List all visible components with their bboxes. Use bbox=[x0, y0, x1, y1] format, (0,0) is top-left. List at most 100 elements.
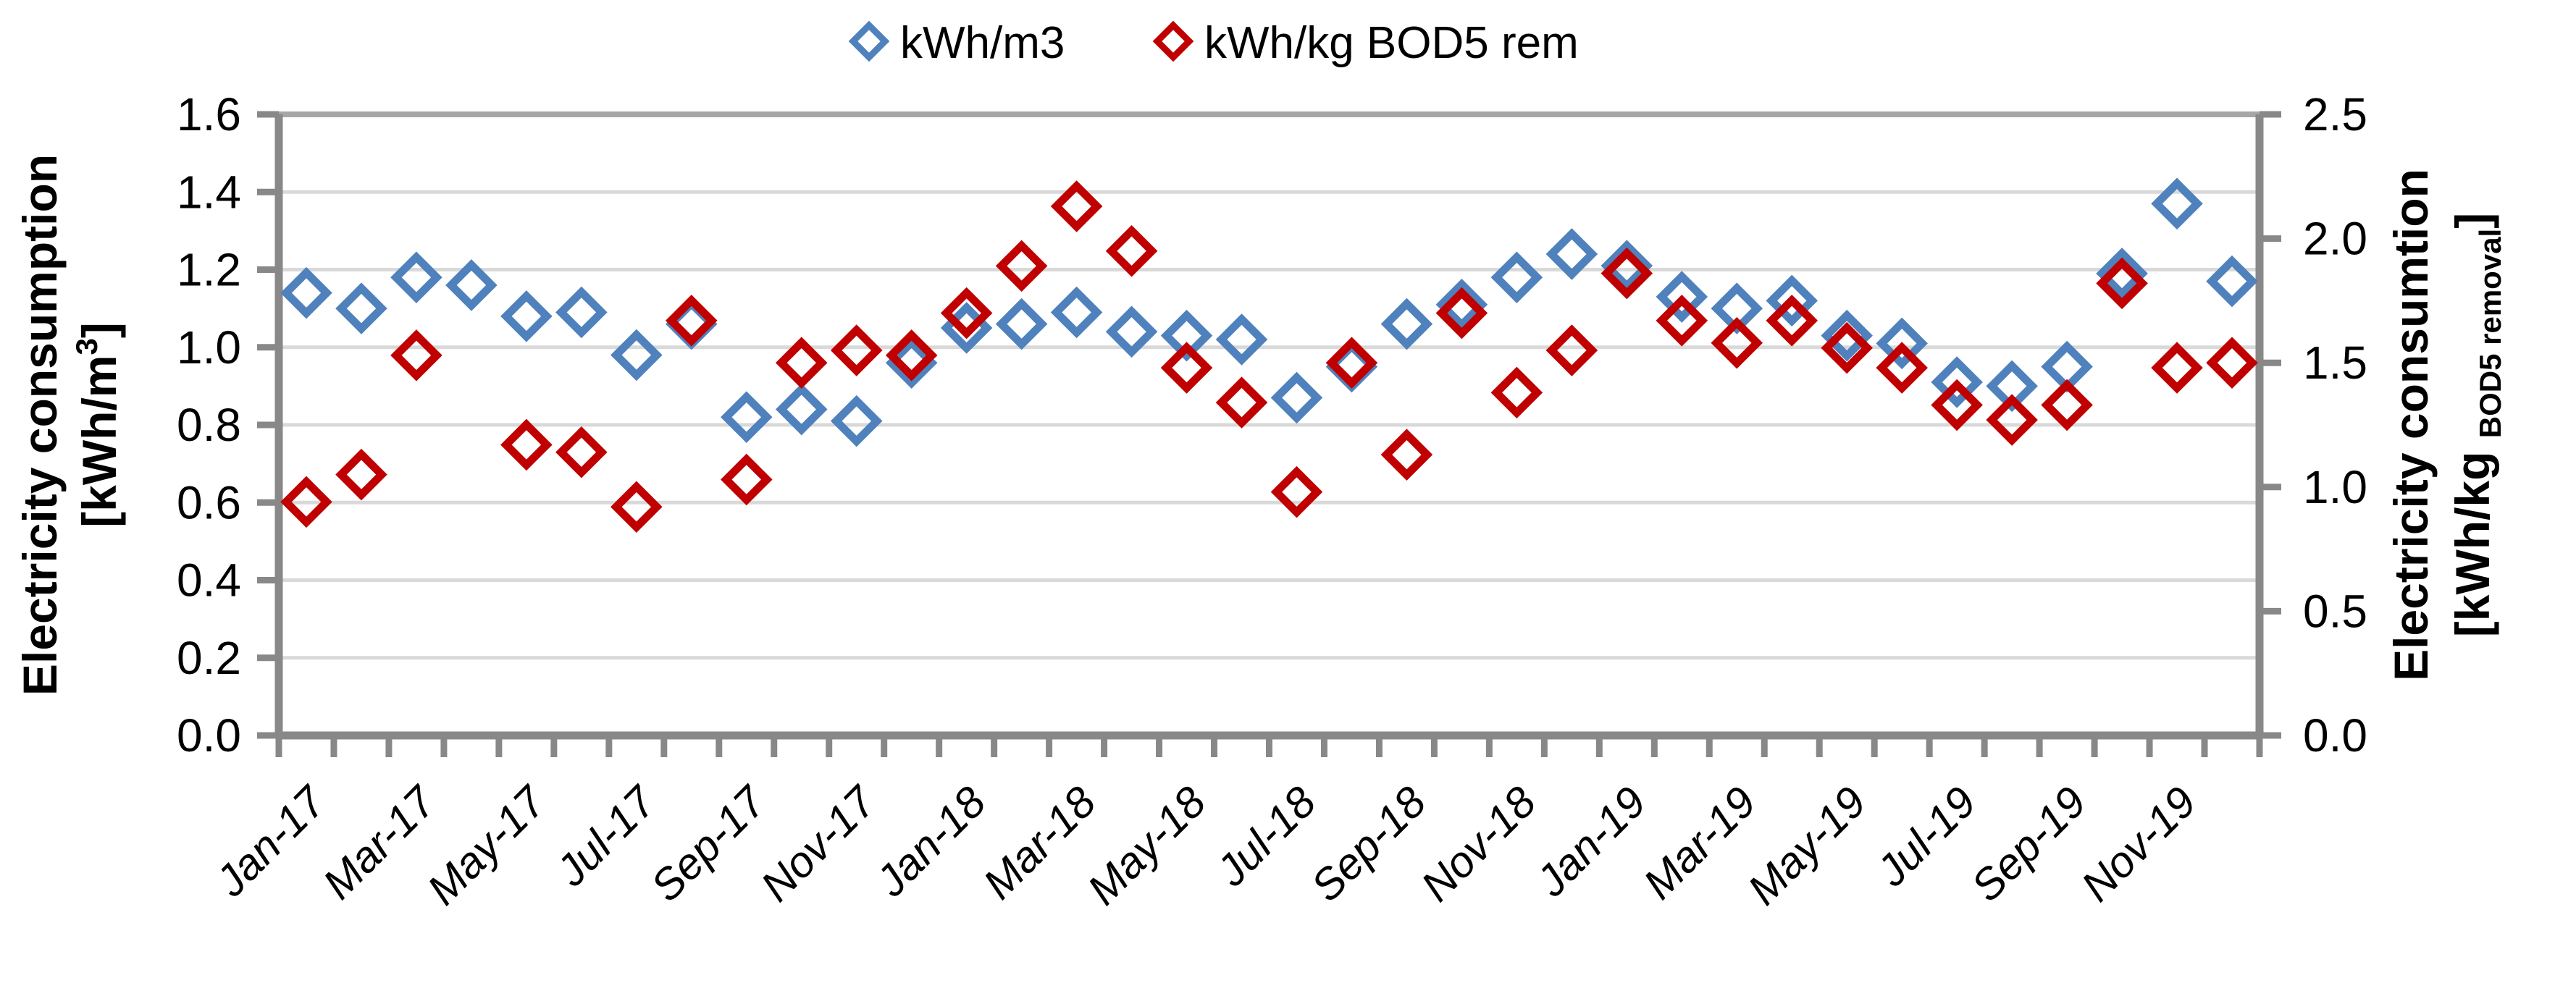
data-point-kwh-m3 bbox=[1656, 271, 1708, 323]
data-point-kwh-m3 bbox=[1435, 278, 1488, 331]
right-axis-tick-label: 0.0 bbox=[2303, 709, 2367, 761]
data-point-kwh-kg-bod5 bbox=[666, 295, 718, 347]
data-point-kwh-kg-bod5 bbox=[1270, 465, 1323, 518]
data-point-kwh-kg-bod5 bbox=[1876, 342, 1928, 394]
data-point-kwh-kg-bod5 bbox=[1325, 337, 1378, 389]
x-axis-tick-label: Sep-18 bbox=[1301, 777, 1435, 911]
x-axis-tick-label: May-17 bbox=[418, 776, 556, 914]
data-point-kwh-kg-bod5 bbox=[500, 418, 553, 471]
data-point-kwh-m3 bbox=[720, 391, 773, 444]
data-point-kwh-m3 bbox=[555, 286, 608, 339]
data-point-kwh-m3 bbox=[830, 395, 883, 447]
left-axis-title-line1: Electricity consumption bbox=[13, 154, 67, 696]
left-axis-tick-label: 0.6 bbox=[177, 476, 241, 528]
data-point-kwh-m3 bbox=[2096, 248, 2148, 300]
data-point-kwh-kg-bod5 bbox=[2151, 342, 2203, 394]
data-point-kwh-m3 bbox=[611, 329, 663, 381]
data-point-kwh-m3 bbox=[1380, 298, 1433, 350]
data-point-kwh-m3 bbox=[445, 259, 498, 311]
data-point-kwh-kg-bod5 bbox=[390, 329, 442, 381]
legend-label-kwh-m3: kWh/m3 bbox=[900, 18, 1065, 68]
x-axis-tick-label: Jan-19 bbox=[1527, 777, 1656, 906]
data-point-kwh-kg-bod5 bbox=[2206, 337, 2258, 389]
right-axis-tick-label: 2.5 bbox=[2303, 88, 2367, 140]
data-point-kwh-m3 bbox=[280, 266, 332, 319]
gridlines-layer bbox=[279, 190, 2260, 660]
right-axis-tick-label: 1.0 bbox=[2303, 461, 2367, 513]
left-axis-title-line2: [kWh/m3] bbox=[70, 322, 126, 528]
x-axis-tick-label: Nov-18 bbox=[1411, 777, 1545, 911]
data-point-kwh-m3 bbox=[1105, 305, 1158, 358]
data-point-kwh-m3 bbox=[1931, 356, 1983, 408]
left-axis-tick-label: 0.8 bbox=[177, 399, 241, 451]
data-point-kwh-kg-bod5 bbox=[1766, 295, 1818, 347]
data-point-kwh-kg-bod5 bbox=[1050, 180, 1103, 232]
right-axis-tick-label: 0.5 bbox=[2303, 585, 2367, 637]
x-axis-tick-label: May-19 bbox=[1739, 777, 1876, 914]
data-point-kwh-m3 bbox=[1876, 317, 1928, 370]
data-point-kwh-kg-bod5 bbox=[1711, 316, 1763, 369]
data-point-kwh-m3 bbox=[1270, 371, 1323, 424]
data-point-kwh-m3 bbox=[1821, 309, 1873, 362]
data-point-kwh-kg-bod5 bbox=[1215, 376, 1268, 429]
data-point-kwh-kg-bod5 bbox=[1105, 224, 1158, 277]
left-axis-tick-label: 0.0 bbox=[177, 709, 241, 761]
data-point-kwh-kg-bod5 bbox=[940, 287, 993, 339]
left-axis-tick-label: 0.4 bbox=[177, 554, 241, 607]
data-point-kwh-m3 bbox=[1490, 251, 1543, 304]
data-point-kwh-kg-bod5 bbox=[720, 453, 773, 506]
right-axis-tick-labels: 0.0 0.5 1.0 1.5 2.0 2.5 bbox=[2303, 88, 2367, 761]
data-point-kwh-m3 bbox=[1600, 240, 1653, 292]
x-axis-tick-label: Sep-19 bbox=[1962, 777, 2095, 911]
data-point-kwh-m3 bbox=[1766, 274, 1818, 327]
data-point-kwh-kg-bod5 bbox=[2041, 379, 2093, 431]
x-axis-tick-label: Nov-19 bbox=[2072, 777, 2205, 911]
axes-layer bbox=[257, 111, 2281, 757]
data-point-kwh-kg-bod5 bbox=[1821, 321, 1873, 374]
data-point-kwh-m3 bbox=[500, 290, 553, 342]
data-point-kwh-kg-bod5 bbox=[1435, 287, 1488, 339]
left-axis-tick-label: 1.6 bbox=[177, 88, 241, 140]
x-axis-tick-label: Mar-18 bbox=[974, 777, 1105, 908]
right-axis-tick-label: 2.0 bbox=[2303, 213, 2367, 265]
data-point-kwh-kg-bod5 bbox=[1600, 247, 1653, 300]
data-point-kwh-m3 bbox=[995, 298, 1048, 350]
data-point-kwh-m3 bbox=[1986, 360, 2038, 413]
left-axis-tick-label: 1.4 bbox=[177, 166, 241, 218]
data-point-kwh-kg-bod5 bbox=[775, 337, 828, 389]
data-point-kwh-m3 bbox=[1050, 286, 1103, 339]
legend-marker-kwh-m3-diamond-icon bbox=[848, 20, 890, 62]
data-point-kwh-kg-bod5 bbox=[611, 481, 663, 533]
right-axis-title: Electricity consumtion [kWh/kg BOD5 remo… bbox=[2384, 169, 2507, 681]
data-point-kwh-m3 bbox=[1711, 282, 1763, 334]
data-point-kwh-kg-bod5 bbox=[830, 324, 883, 376]
data-point-kwh-kg-bod5 bbox=[1380, 429, 1433, 481]
data-point-kwh-kg-bod5 bbox=[1545, 324, 1598, 376]
right-axis-tick-label: 1.5 bbox=[2303, 337, 2367, 389]
legend-marker-kwh-kg-bod5-diamond-icon bbox=[1152, 20, 1194, 62]
data-point-kwh-m3 bbox=[2206, 255, 2258, 308]
legend: kWh/m3 kWh/kg BOD5 rem bbox=[848, 18, 1579, 68]
legend-label-kwh-kg-bod5: kWh/kg BOD5 rem bbox=[1204, 18, 1579, 68]
x-axis-tick-label: Nov-17 bbox=[752, 776, 886, 911]
left-axis-tick-label: 1.2 bbox=[177, 244, 241, 296]
data-point-kwh-m3 bbox=[2151, 177, 2203, 230]
data-point-kwh-kg-bod5 bbox=[1931, 379, 1983, 431]
data-point-kwh-kg-bod5 bbox=[1656, 295, 1708, 347]
left-axis-tick-label: 0.2 bbox=[177, 632, 241, 684]
data-point-kwh-m3 bbox=[775, 383, 828, 436]
data-point-kwh-kg-bod5 bbox=[1986, 394, 2038, 446]
left-axis-title: Electricity consumption [kWh/m3] bbox=[13, 154, 126, 696]
data-point-kwh-m3 bbox=[390, 251, 442, 304]
data-point-kwh-m3 bbox=[1160, 309, 1213, 362]
x-axis-tick-label: Jan-18 bbox=[866, 777, 995, 906]
data-point-kwh-kg-bod5 bbox=[555, 426, 608, 478]
right-axis-title-line2: [kWh/kg BOD5 removal] bbox=[2446, 213, 2507, 637]
data-point-kwh-kg-bod5 bbox=[995, 240, 1048, 292]
x-axis-tick-label: Sep-17 bbox=[642, 776, 776, 911]
data-point-kwh-kg-bod5 bbox=[280, 476, 332, 528]
right-axis-title-line1: Electricity consumtion bbox=[2384, 169, 2438, 681]
data-point-kwh-m3 bbox=[1545, 228, 1598, 280]
x-axis-tick-label: Jan-17 bbox=[206, 776, 336, 906]
data-point-kwh-kg-bod5 bbox=[885, 329, 938, 381]
